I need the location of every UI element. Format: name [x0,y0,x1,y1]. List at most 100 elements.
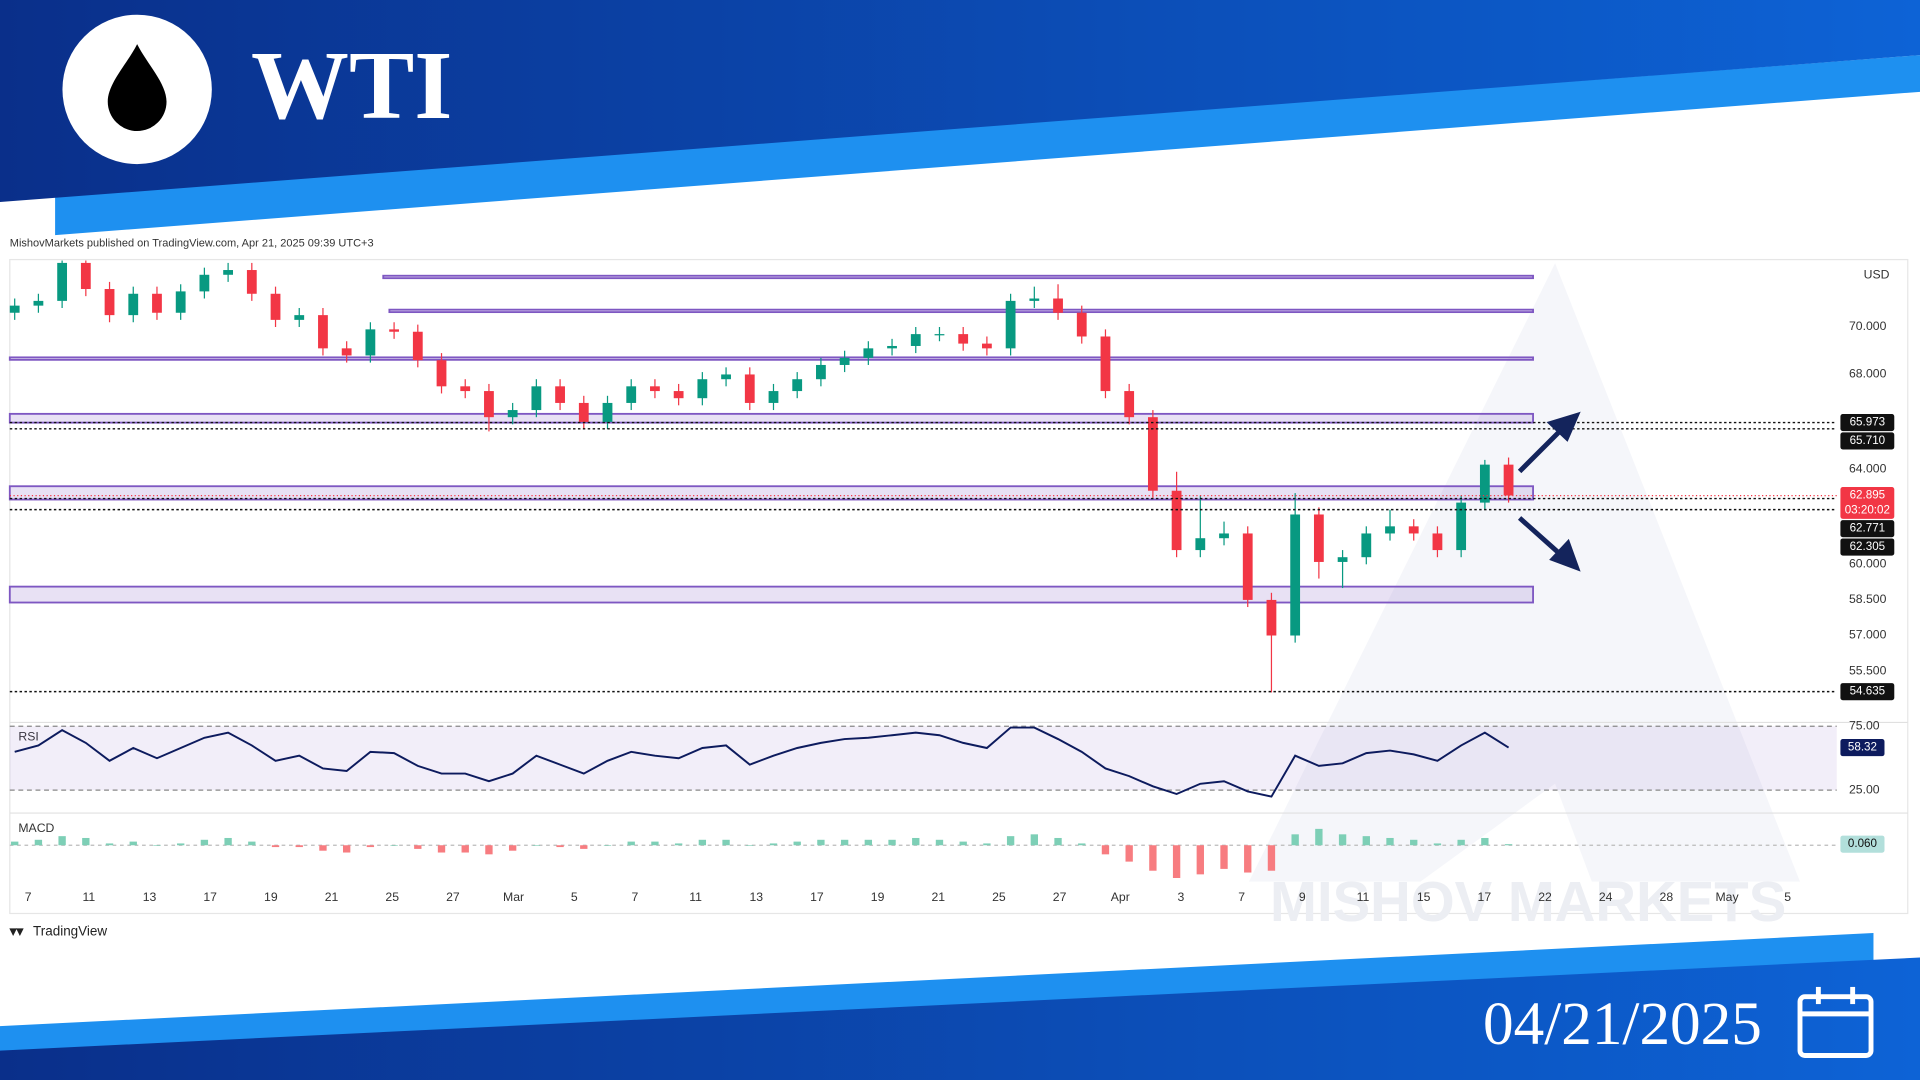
footer-stripe [0,933,1874,1056]
currency: USD [1864,268,1890,282]
zone [388,308,1534,314]
candle-body [507,410,518,418]
candle-body [1124,391,1135,418]
rsi-line [14,726,1510,798]
x-tick-label: Apr [1111,890,1130,904]
candle-body [602,402,613,422]
calendar-icon [1797,986,1874,1058]
macd-label: MACD [18,821,54,835]
price-tag [1840,520,1895,538]
macd-bar [366,845,375,848]
macd-bar [769,843,778,846]
rsi-tick-label: 75.00 [1849,719,1880,733]
macd-bar [1244,845,1252,873]
x-tick-label: 21 [325,890,339,904]
zone [382,274,1534,280]
x-tick-label: 25 [385,890,399,904]
macd-bar [1315,828,1323,846]
x-tick-label: 9 [1299,890,1306,904]
candle-body [460,386,471,392]
x-tick-label: 22 [1538,890,1552,904]
candle-body [1432,533,1443,551]
candle-body [484,391,494,418]
watermark-logo [1248,263,1800,882]
candle-body [1503,464,1514,496]
candle-body [531,386,542,411]
macd-bar [485,845,493,855]
candle-body [1029,298,1040,301]
macd-bar [1410,839,1418,846]
candle-body [1195,538,1206,551]
candle-body [412,331,423,361]
candle-body [1005,300,1016,349]
y-tick-label: 58.500 [1849,592,1887,606]
macd-bar [271,845,280,848]
price-tag [1840,432,1895,450]
x-tick-label: 17 [1478,890,1492,904]
macd-tag [1840,835,1885,853]
macd-bar [817,839,825,846]
macd-bar [224,837,232,846]
oil-drop [107,44,167,132]
candle-body [816,364,826,380]
candle-body [673,391,684,399]
macd-bar [1504,844,1513,846]
candle-body [1053,298,1063,313]
candle-body [152,293,162,313]
price-tag [1840,487,1895,519]
x-tick-label: Mar [503,890,524,904]
arrows [1517,411,1581,572]
macd-bar [864,839,873,846]
macd-bar [793,841,801,846]
macd-bar [674,843,683,846]
macd-bar [840,839,849,846]
x-tick-label: 21 [931,890,945,904]
price-tag-label: 65.973 [1850,416,1886,429]
macd-bar [200,839,209,846]
price-tag-label: 62.895 [1850,489,1886,502]
x-tick-label: 13 [749,890,763,904]
macd-tag-label: 0.060 [1848,837,1878,850]
rsi-band [9,726,1837,791]
candle-body [626,386,637,403]
plot: 70.000 68.000 64.000 60.000 58.500 57.000 55.5… [8,260,1908,904]
y-tick-label: 60.000 [1849,557,1887,571]
candle-body [1337,557,1348,562]
candle-body [910,334,921,346]
candle-body [863,348,874,358]
macd-bar [1125,845,1133,862]
zone [8,585,1534,604]
x-tick-label: 17 [810,890,824,904]
x-tick-label: 3 [1178,890,1185,904]
candle-body [294,315,305,320]
macd-bar [1433,843,1442,846]
x-tick-label: 27 [1053,890,1067,904]
macd-bar [627,841,635,846]
macd-bar [1291,834,1299,846]
macd-bar [177,843,185,846]
zone [8,356,1534,361]
macd-bar [1078,843,1086,846]
macd-bar [295,845,303,848]
macd-bar [983,843,991,846]
candle-body [1266,599,1277,636]
macd-bar [11,841,19,846]
candle-body [1100,336,1111,392]
macd-bar [959,841,967,846]
x-tick-label: 7 [631,890,638,904]
x-tick-label: 25 [992,890,1006,904]
candle-body [958,334,969,344]
candle-body [365,329,376,356]
macd-bar [390,845,398,846]
x-tick-label: 17 [203,890,217,904]
candle-body [792,379,803,392]
macd-bar [319,845,327,851]
candle-body [9,305,20,313]
candle-body [1219,533,1229,539]
macd-bar [888,839,896,846]
candle-body [199,274,210,292]
brand-logo: ▾▾ [9,923,24,938]
macd-bar [508,845,517,851]
macd-bar [532,845,541,846]
